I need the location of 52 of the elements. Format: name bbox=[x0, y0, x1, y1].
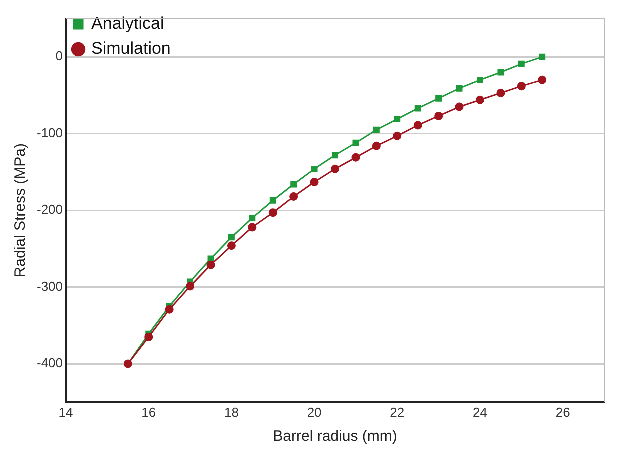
x-tick-label: 16 bbox=[142, 404, 156, 420]
legend-label: Simulation bbox=[92, 39, 171, 58]
point bbox=[372, 142, 381, 150]
point bbox=[165, 305, 174, 314]
point bbox=[518, 60, 525, 68]
point bbox=[227, 242, 236, 250]
point bbox=[393, 132, 402, 140]
point bbox=[394, 116, 401, 123]
point bbox=[268, 208, 278, 218]
y-tick-label: -100 bbox=[36, 125, 64, 140]
point bbox=[373, 126, 380, 134]
point bbox=[476, 96, 484, 104]
y-tick-label: 0 bbox=[56, 48, 64, 64]
point bbox=[477, 76, 484, 84]
point bbox=[352, 153, 360, 162]
x-axis-title: Barrel radius (mm) bbox=[273, 428, 398, 446]
point bbox=[311, 166, 318, 172]
point bbox=[249, 215, 256, 222]
point bbox=[352, 140, 360, 146]
point bbox=[331, 164, 340, 174]
point bbox=[436, 95, 442, 102]
y-tick-label: -300 bbox=[36, 278, 64, 294]
point bbox=[206, 260, 216, 270]
x-tick-label: 22 bbox=[390, 404, 405, 420]
x-tick-label: 24 bbox=[473, 404, 488, 420]
point bbox=[186, 282, 195, 291]
point bbox=[248, 223, 257, 232]
y-tick-label: -400 bbox=[36, 356, 64, 371]
point bbox=[290, 192, 298, 202]
x-tick-label: 14 bbox=[58, 404, 74, 420]
point bbox=[332, 152, 338, 159]
point bbox=[144, 332, 154, 342]
y-tick-label: -200 bbox=[36, 202, 64, 218]
point bbox=[496, 88, 506, 98]
point bbox=[517, 82, 526, 91]
point bbox=[228, 234, 235, 241]
legend-label: Analytical bbox=[92, 14, 164, 34]
point bbox=[455, 102, 464, 112]
point bbox=[539, 54, 546, 60]
x-tick-label: 18 bbox=[224, 404, 239, 420]
point bbox=[434, 112, 444, 120]
point bbox=[414, 121, 422, 130]
point bbox=[498, 69, 504, 76]
point bbox=[538, 76, 547, 84]
x-tick-label: 26 bbox=[556, 404, 570, 420]
point bbox=[270, 197, 276, 204]
point bbox=[290, 181, 298, 188]
x-tick-label: 20 bbox=[307, 404, 322, 420]
y-axis-title: Radial Stress (MPa) bbox=[12, 143, 30, 278]
point bbox=[456, 85, 463, 92]
point bbox=[414, 105, 422, 112]
point bbox=[310, 178, 319, 186]
